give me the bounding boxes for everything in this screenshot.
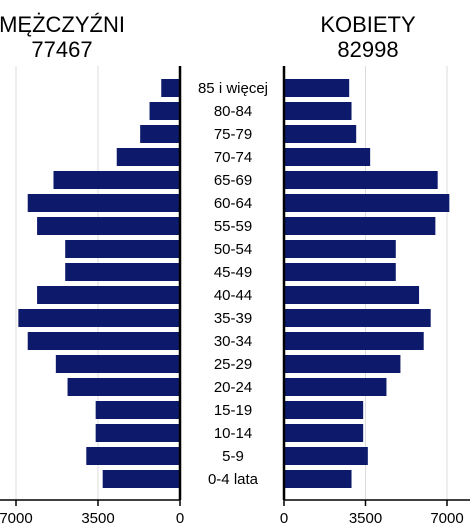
bar-female-60-64 (284, 194, 450, 212)
bar-female-35-39 (284, 309, 431, 327)
bar-male-70-74 (116, 148, 180, 166)
bar-male-40-44 (37, 286, 181, 304)
bar-male-55-59 (37, 217, 181, 235)
age-label-15-19: 15-19 (214, 402, 252, 419)
bar-female-0-4 lata (284, 470, 352, 488)
bar-female-85 i więcej (284, 79, 350, 97)
tick-label-left-3500: 3500 (81, 510, 114, 525)
bar-female-5-9 (284, 447, 368, 465)
bar-female-55-59 (284, 217, 436, 235)
age-label-25-29: 25-29 (214, 356, 252, 373)
bar-male-75-79 (140, 125, 180, 143)
bar-female-25-29 (284, 355, 401, 373)
bar-female-45-49 (284, 263, 396, 281)
age-labels: 85 i więcej 80-84 75-79 70-74 65-69 60-64 55-5… (198, 80, 268, 488)
age-label-50-54: 50-54 (214, 241, 252, 258)
tick-label-left-7000: 7000 (0, 510, 33, 525)
age-label-45-49: 45-49 (214, 264, 252, 281)
bar-female-30-34 (284, 332, 424, 350)
bar-male-50-54 (65, 240, 180, 258)
age-label-80-84: 80-84 (214, 103, 252, 120)
age-label-10-14: 10-14 (214, 425, 252, 442)
bar-male-45-49 (65, 263, 180, 281)
bar-male-25-29 (55, 355, 181, 373)
age-label-20-24: 20-24 (214, 379, 252, 396)
age-label-30-34: 30-34 (214, 333, 252, 350)
bar-female-10-14 (284, 424, 364, 442)
age-label-35-39: 35-39 (214, 310, 252, 327)
bar-male-65-69 (53, 171, 180, 189)
tick-label-right-0: 0 (280, 510, 288, 525)
tick-label-left-0: 0 (176, 510, 184, 525)
tick-label-right-7000: 7000 (430, 510, 463, 525)
age-label-0-4 lata: 0-4 lata (208, 471, 259, 488)
tick-label-right-3500: 3500 (349, 510, 382, 525)
age-label-70-74: 70-74 (214, 149, 252, 166)
age-label-60-64: 60-64 (214, 195, 252, 212)
bar-male-10-14 (95, 424, 180, 442)
bar-female-70-74 (284, 148, 371, 166)
age-label-75-79: 75-79 (214, 126, 252, 143)
female-title: KOBIETY (320, 12, 416, 37)
bar-male-0-4 lata (102, 470, 180, 488)
bar-male-5-9 (86, 447, 180, 465)
bar-female-40-44 (284, 286, 420, 304)
bar-female-50-54 (284, 240, 396, 258)
male-total: 77467 (31, 37, 92, 62)
bar-female-15-19 (284, 401, 364, 419)
axes: 7000 3500 0 0 3500 7000 (0, 66, 470, 525)
bar-male-85 i więcej (161, 79, 180, 97)
age-label-85 i więcej: 85 i więcej (198, 80, 268, 97)
age-label-40-44: 40-44 (214, 287, 252, 304)
bar-male-15-19 (95, 401, 180, 419)
age-label-55-59: 55-59 (214, 218, 252, 235)
age-label-5-9: 5-9 (222, 448, 244, 465)
bar-male-30-34 (27, 332, 181, 350)
bars (18, 79, 450, 488)
bar-female-20-24 (284, 378, 387, 396)
bar-male-35-39 (18, 309, 180, 327)
bar-male-60-64 (27, 194, 181, 212)
female-total: 82998 (337, 37, 398, 62)
bar-male-20-24 (67, 378, 180, 396)
bar-male-80-84 (149, 102, 180, 120)
bar-female-65-69 (284, 171, 438, 189)
male-title: MĘŻCZYŹNI (0, 12, 125, 37)
bar-female-75-79 (284, 125, 357, 143)
age-label-65-69: 65-69 (214, 172, 252, 189)
bar-female-80-84 (284, 102, 352, 120)
